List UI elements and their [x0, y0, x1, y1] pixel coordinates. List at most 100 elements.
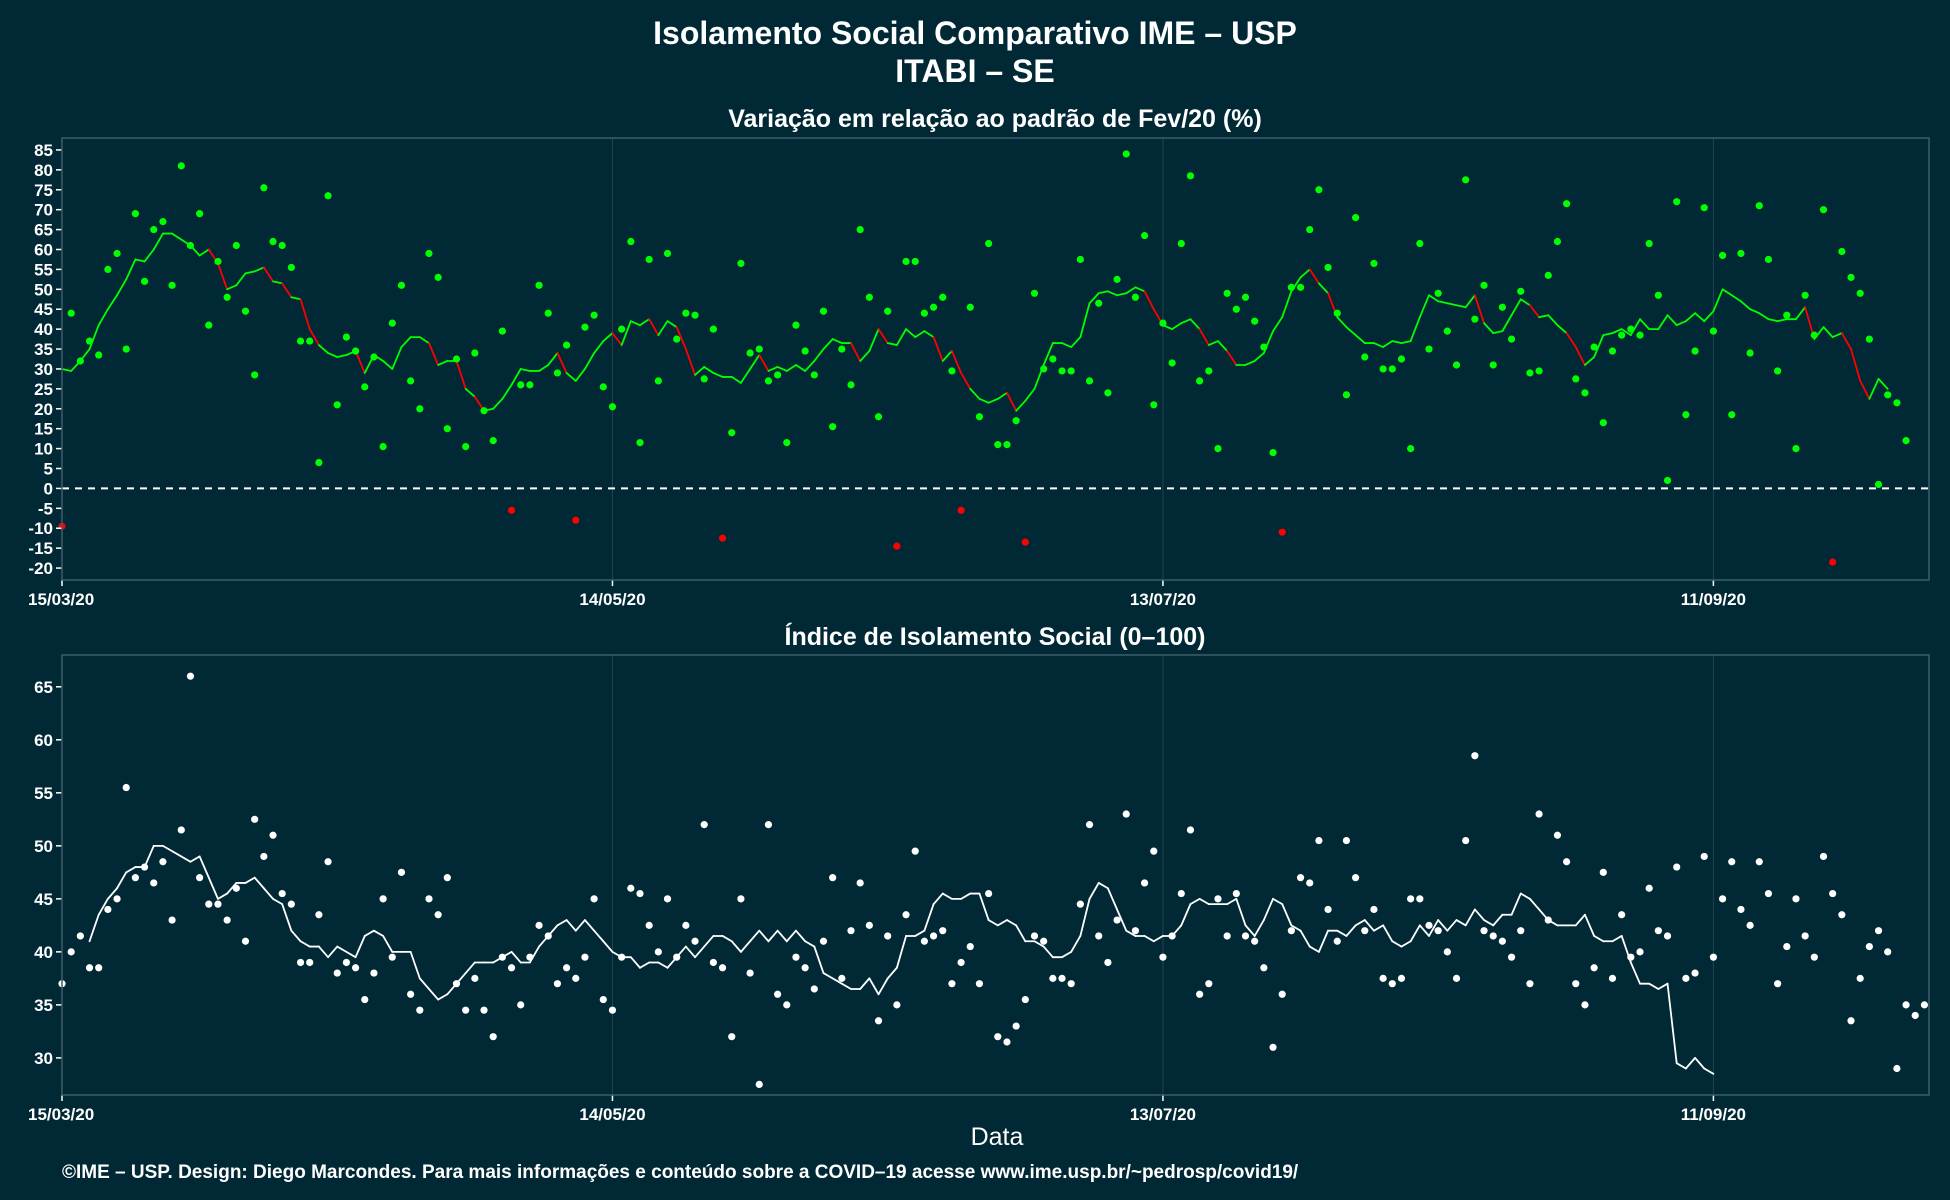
data-point [1452, 361, 1461, 369]
moving-average-segment [1822, 326, 1834, 338]
data-point [1526, 980, 1534, 988]
data-point [1847, 1017, 1855, 1025]
data-point [1095, 299, 1103, 307]
moving-average-segment [1767, 318, 1779, 323]
data-point [1599, 419, 1607, 427]
data-point [1563, 200, 1571, 208]
data-point [434, 273, 442, 281]
data-point [113, 249, 121, 258]
data-point [874, 413, 883, 421]
data-point [682, 921, 690, 929]
moving-average-segment [1354, 334, 1366, 344]
data-point [205, 900, 213, 908]
data-point [920, 309, 928, 317]
moving-average-segment [895, 328, 907, 346]
data-point [994, 441, 1002, 449]
data-point [315, 911, 323, 919]
moving-average-segment [1373, 924, 1385, 932]
y-tick-label: 30 [34, 1049, 53, 1068]
moving-average-segment [97, 897, 109, 916]
data-point [1801, 932, 1809, 940]
y-tick-label: 30 [34, 360, 53, 379]
data-point [1278, 990, 1286, 998]
data-point [774, 990, 782, 998]
moving-average-segment [1253, 919, 1265, 937]
moving-average-segment [1694, 312, 1706, 323]
moving-average-segment [914, 330, 926, 338]
moving-average-segment [226, 284, 238, 291]
data-point [214, 257, 222, 266]
moving-average-segment [1593, 334, 1605, 358]
moving-average-segment [1547, 314, 1559, 327]
data-point [1241, 932, 1250, 940]
moving-average-segment [1464, 294, 1476, 309]
moving-average-segment [1180, 903, 1192, 927]
moving-average-segment [1868, 378, 1880, 400]
data-point [1140, 879, 1149, 887]
moving-average-segment [244, 270, 256, 275]
data-point [682, 309, 690, 317]
data-point [700, 375, 708, 383]
moving-average-segment [1464, 908, 1476, 927]
moving-average-segment [1088, 292, 1100, 305]
data-point [1269, 448, 1277, 457]
moving-average-segment [437, 993, 449, 1001]
moving-average-segment [785, 929, 797, 943]
data-point [893, 1001, 901, 1009]
moving-average-segment [1189, 897, 1201, 906]
data-point [1342, 836, 1351, 845]
moving-average-segment [859, 977, 871, 990]
data-point [480, 1006, 488, 1014]
moving-average-segment [88, 913, 100, 943]
moving-average-segment [180, 855, 192, 863]
data-point [1425, 345, 1433, 353]
moving-average-segment [1519, 892, 1531, 900]
data-point [1829, 889, 1837, 898]
moving-average-segment [336, 354, 348, 358]
moving-average-segment [547, 352, 559, 366]
data-point [1462, 836, 1470, 845]
moving-average-segment [97, 308, 109, 327]
data-point [819, 307, 828, 315]
moving-average-segment [813, 945, 825, 974]
data-point [1673, 863, 1681, 871]
moving-average-segment [1675, 320, 1687, 327]
moving-average-segment [1666, 314, 1678, 327]
data-point [1205, 367, 1213, 375]
data-point [1829, 558, 1837, 566]
data-point [462, 1006, 470, 1014]
data-point [874, 1017, 883, 1025]
data-point [929, 303, 938, 311]
top-panel: -20-15-10-505101520253035404550556065707… [28, 137, 1930, 609]
moving-average-segment [1125, 286, 1137, 295]
x-tick-label: 11/09/20 [1681, 590, 1746, 609]
moving-average-segment [556, 352, 568, 374]
data-point [1581, 1001, 1589, 1009]
moving-average-segment [125, 866, 137, 874]
data-point [1040, 937, 1048, 945]
y-tick-label: 20 [34, 400, 53, 419]
moving-average-segment [1143, 290, 1155, 311]
moving-average-segment [1382, 924, 1394, 943]
data-point [251, 371, 259, 379]
data-point [489, 437, 497, 445]
data-point [1572, 980, 1580, 988]
data-point [462, 443, 470, 451]
data-point [829, 874, 837, 882]
figure-title: Isolamento Social Comparativo IME – USP [653, 15, 1297, 51]
data-point [489, 1033, 497, 1041]
moving-average-segment [776, 366, 788, 372]
data-point [608, 403, 617, 411]
data-point [1140, 231, 1149, 240]
moving-average-segment [1015, 399, 1027, 412]
data-point [1324, 263, 1332, 272]
data-point [517, 381, 525, 389]
moving-average-segment [1345, 326, 1357, 337]
data-point [1911, 1011, 1919, 1020]
data-point [654, 377, 662, 385]
data-point [1874, 927, 1883, 935]
data-point [939, 927, 947, 935]
data-point [1663, 476, 1672, 485]
data-point [1590, 964, 1598, 972]
moving-average-segment [1391, 940, 1403, 948]
